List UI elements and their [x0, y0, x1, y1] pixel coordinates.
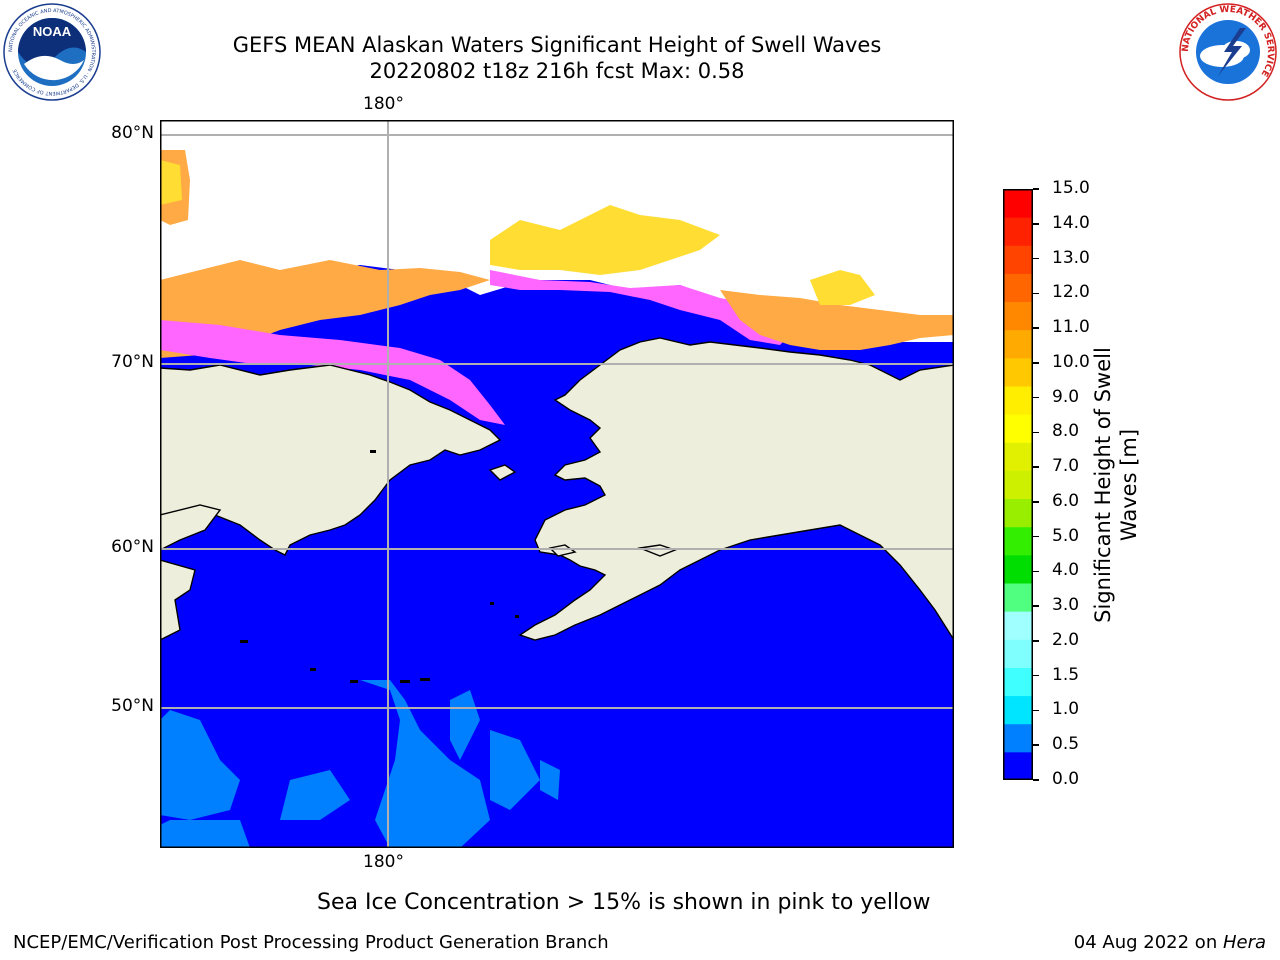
colorbar-segment [1003, 329, 1033, 359]
sea-ice [160, 150, 954, 425]
colorbar-segment [1003, 611, 1033, 640]
lat-label-50n: 50°N [111, 696, 154, 716]
colorbar-tick-mark [1033, 466, 1039, 468]
map-frame [160, 120, 954, 848]
chart-title: GEFS MEAN Alaskan Waters Significant Hei… [232, 33, 882, 57]
colorbar-segment [1003, 470, 1033, 500]
colorbar-segment [1003, 526, 1033, 556]
colorbar-segment [1003, 245, 1033, 274]
colorbar-tick-mark [1033, 535, 1039, 538]
colorbar-tick-mark [1033, 188, 1039, 190]
colorbar-tick-label: 14.0 [1052, 212, 1090, 233]
colorbar-segment [1003, 583, 1033, 612]
colorbar-tick-label: 2.0 [1052, 629, 1080, 650]
colorbar-tick-mark [1033, 501, 1039, 503]
chart-subtitle: 20220802 t18z 216h fcst Max: 0.58 [369, 59, 745, 83]
colorbar-tick-mark [1033, 709, 1039, 712]
lat-label-60n: 60°N [111, 537, 154, 557]
footer-machine: Hera [1222, 932, 1266, 953]
colorbar-tick-mark [1033, 362, 1039, 364]
colorbar-tick-mark [1033, 327, 1039, 329]
nws-logo: NATIONAL WEATHER SERVICE [1179, 3, 1277, 101]
colorbar-segment [1003, 442, 1033, 471]
colorbar-segment [1003, 273, 1033, 303]
land [160, 337, 954, 642]
colorbar-segment [1003, 667, 1033, 697]
colorbar-tick-label: 10.0 [1052, 351, 1090, 372]
lon-label-bottom: 180° [363, 852, 404, 872]
colorbar-tick-label: 13.0 [1052, 247, 1090, 268]
colorbar-segment [1003, 723, 1033, 753]
colorbar [1003, 189, 1033, 780]
colorbar-segment [1003, 695, 1033, 725]
colorbar-segment [1003, 217, 1033, 246]
lat-label-80n: 80°N [111, 123, 154, 143]
colorbar-tick-label: 8.0 [1052, 421, 1080, 442]
colorbar-segment [1003, 189, 1033, 218]
colorbar-tick-mark [1033, 292, 1039, 295]
colorbar-tick-label: 7.0 [1052, 456, 1080, 477]
islands [240, 450, 519, 683]
footer-credit: NCEP/EMC/Verification Post Processing Pr… [13, 932, 609, 953]
noaa-logo-text: NOAA [33, 24, 72, 39]
colorbar-segment [1003, 639, 1033, 668]
colorbar-segment [1003, 554, 1033, 584]
noaa-logo: NOAA NATIONAL OCEANIC AND ATMOSPHERIC AD… [3, 3, 101, 101]
footer-date-text: 04 Aug 2022 on [1073, 932, 1223, 953]
colorbar-tick-label: 1.5 [1052, 664, 1080, 685]
colorbar-tick-label: 3.0 [1052, 595, 1080, 616]
colorbar-segment [1003, 414, 1033, 443]
colorbar-tick-mark [1033, 570, 1039, 573]
colorbar-tick-label: 0.0 [1052, 769, 1080, 789]
colorbar-segment [1003, 498, 1033, 528]
lat-label-70n: 70°N [111, 352, 154, 372]
colorbar-frame [1003, 189, 1033, 780]
colorbar-tick-mark [1033, 744, 1039, 746]
colorbar-segment [1003, 386, 1033, 415]
colorbar-tick-label: 11.0 [1052, 317, 1090, 338]
colorbar-tick-mark [1033, 779, 1039, 781]
colorbar-segment [1003, 301, 1033, 331]
colorbar-tick-label: 12.0 [1052, 282, 1090, 303]
swell-patches [160, 680, 560, 848]
colorbar-tick-label: 0.5 [1052, 734, 1080, 755]
colorbar-tick-mark [1033, 431, 1039, 434]
colorbar-tick-mark [1033, 396, 1039, 399]
sea-ice-note: Sea Ice Concentration > 15% is shown in … [317, 890, 931, 915]
colorbar-tick-label: 5.0 [1052, 525, 1080, 546]
colorbar-tick-mark [1033, 223, 1039, 225]
swell-map [160, 120, 954, 848]
colorbar-tick-label: 9.0 [1052, 386, 1080, 407]
colorbar-segment [1003, 751, 1033, 780]
colorbar-title: Significant Height of Swell Waves [m] [1091, 347, 1141, 623]
colorbar-tick-label: 1.0 [1052, 699, 1080, 720]
colorbar-tick-mark [1033, 605, 1039, 607]
colorbar-tick-mark [1033, 257, 1039, 260]
colorbar-segment [1003, 357, 1033, 387]
graticule [160, 120, 954, 848]
colorbar-tick-mark [1033, 640, 1039, 642]
colorbar-tick-label: 15.0 [1052, 178, 1090, 198]
colorbar-tick-label: 6.0 [1052, 490, 1080, 511]
colorbar-tick-mark [1033, 674, 1039, 677]
lon-label-top: 180° [363, 94, 404, 114]
footer-date: 04 Aug 2022 on Hera [1074, 932, 1266, 953]
colorbar-tick-label: 4.0 [1052, 560, 1080, 581]
